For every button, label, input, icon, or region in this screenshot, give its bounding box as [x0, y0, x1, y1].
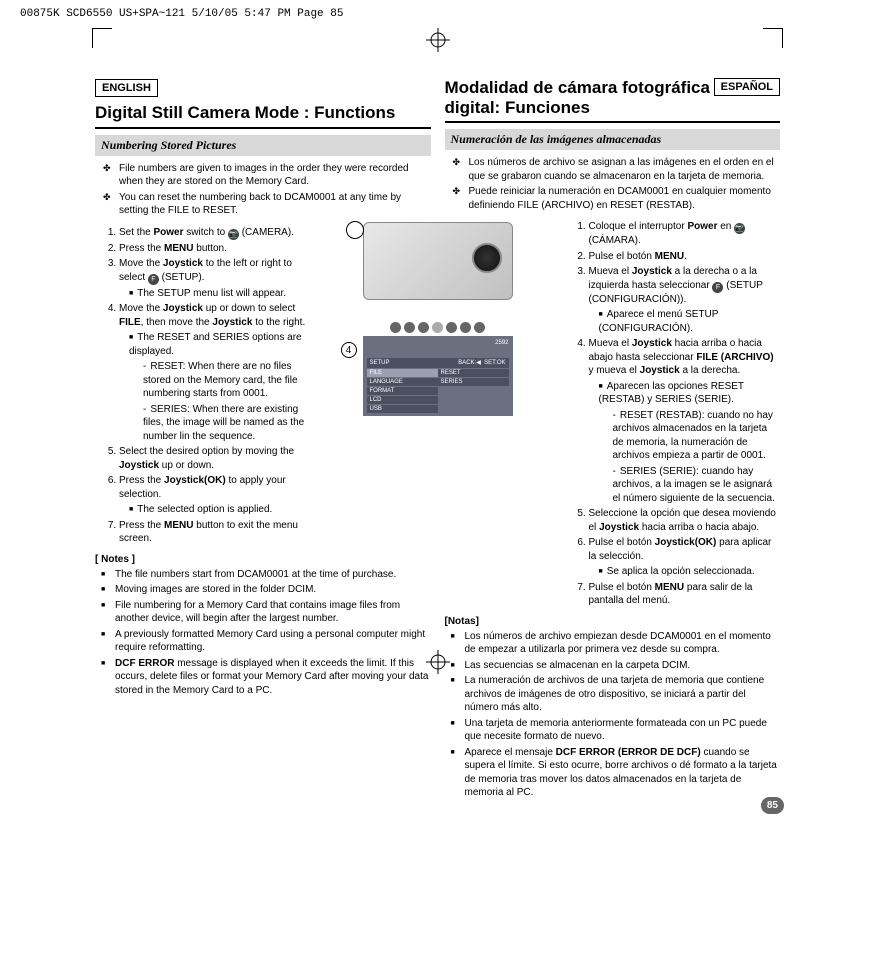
list-item: Mueva el Joystick a la derecha o a la iz… — [589, 265, 781, 335]
list-item: File numbering for a Memory Card that co… — [105, 599, 431, 626]
list-item: File numbers are given to images in the … — [109, 162, 431, 189]
lcd-title-bar: SETUP BACK:◀ SET:OK — [367, 358, 509, 368]
list-item: Una tarjeta de memoria anteriormente for… — [455, 717, 781, 744]
registration-mark — [426, 28, 450, 57]
language-tag-english: ENGLISH — [95, 79, 158, 97]
list-item: Coloque el interruptor Power en 📷 (CÁMAR… — [589, 220, 781, 248]
lcd-menu-right: RESETSERIES — [438, 369, 509, 414]
notes-head-es: [Notas] — [445, 616, 781, 627]
list-item: Pulse el botón MENU. — [589, 250, 781, 264]
lcd-menu: FILELANGUAGEFORMATLCDUSB RESETSERIES — [367, 369, 509, 414]
list-item: Mueva el Joystick hacia arriba o hacia a… — [589, 337, 781, 505]
list-item: Press the Joystick(OK) to apply your sel… — [119, 474, 311, 517]
lcd-mode-icons — [363, 318, 513, 336]
notes-en: The file numbers start from DCAM0001 at … — [95, 568, 431, 698]
column-spanish: ESPAÑOL Modalidad de cámara fotográfica … — [445, 78, 781, 802]
list-item: SERIES — [438, 378, 509, 386]
lcd-setup-label: SETUP — [370, 358, 390, 368]
list-item: Moving images are stored in the folder D… — [105, 583, 431, 597]
lcd-back-label: BACK:◀ — [458, 360, 481, 366]
list-item: A previously formatted Memory Card using… — [105, 628, 431, 655]
list-item: The file numbers start from DCAM0001 at … — [105, 568, 431, 582]
list-item: You can reset the numbering back to DCAM… — [109, 191, 431, 218]
crop-mark — [92, 28, 112, 48]
column-english: ENGLISH Digital Still Camera Mode : Func… — [95, 78, 431, 802]
list-item: Set the Power switch to 📷 (CAMERA). — [119, 226, 311, 240]
subhead-spanish: Numeración de las imágenes almacenadas — [445, 129, 781, 150]
list-item: LCD — [367, 396, 438, 404]
language-tag-spanish: ESPAÑOL — [714, 78, 780, 96]
lcd-resolution: 2592 — [367, 340, 509, 346]
list-item: Seleccione la opción que desea moviendo … — [589, 507, 781, 534]
list-item: Move the Joystick up or down to select F… — [119, 302, 311, 443]
lcd-screen: 2592 SETUP BACK:◀ SET:OK FILELANGUAGEFOR… — [363, 336, 513, 416]
notes-head-en: [ Notes ] — [95, 554, 431, 565]
print-header: 00875K SCD6550 US+SPA~121 5/10/05 5:47 P… — [20, 8, 343, 20]
list-item: LANGUAGE — [367, 378, 438, 386]
center-figures: 1 4 2592 SETUP BACK:◀ SET:OK FILELANGUAG… — [358, 222, 518, 416]
figure-label-4: 4 — [341, 342, 357, 358]
list-item: Move the Joystick to the left or right t… — [119, 257, 311, 300]
title-english: Digital Still Camera Mode : Functions — [95, 103, 431, 129]
list-item: La numeración de archivos de una tarjeta… — [455, 674, 781, 715]
lcd-screen-figure: 4 2592 SETUP BACK:◀ SET:OK FILELANGUAGEF… — [363, 318, 513, 416]
list-item: Los números de archivo se asignan a las … — [459, 156, 781, 183]
list-item: DCF ERROR message is displayed when it e… — [105, 657, 431, 698]
list-item: RESET — [438, 369, 509, 377]
list-item: Aparece el mensaje DCF ERROR (ERROR DE D… — [455, 746, 781, 800]
steps-es: Coloque el interruptor Power en 📷 (CÁMAR… — [565, 220, 781, 608]
list-item: Pulse el botón MENU para salir de la pan… — [589, 581, 781, 608]
camera-illustration: 1 — [363, 222, 513, 300]
list-item: USB — [367, 405, 438, 413]
list-item: Select the desired option by moving the … — [119, 445, 311, 472]
page-number: 85 — [761, 797, 784, 814]
list-item: Press the MENU button. — [119, 242, 311, 256]
subhead-english: Numbering Stored Pictures — [95, 135, 431, 156]
intro-list-es: Los números de archivo se asignan a las … — [445, 156, 781, 212]
lcd-menu-left: FILELANGUAGEFORMATLCDUSB — [367, 369, 438, 414]
notes-es: Los números de archivo empiezan desde DC… — [445, 630, 781, 800]
intro-list-en: File numbers are given to images in the … — [95, 162, 431, 218]
list-item: Los números de archivo empiezan desde DC… — [455, 630, 781, 657]
list-item: Puede reiniciar la numeración en DCAM000… — [459, 185, 781, 212]
figure-label-1: 1 — [350, 223, 356, 234]
list-item: Pulse el botón Joystick(OK) para aplicar… — [589, 536, 781, 579]
list-item: FORMAT — [367, 387, 438, 395]
lcd-set-label: SET:OK — [484, 360, 505, 366]
crop-mark — [763, 28, 783, 48]
list-item: FILE — [367, 369, 438, 377]
list-item: Las secuencias se almacenan en la carpet… — [455, 659, 781, 673]
camera-lens-icon — [472, 243, 502, 273]
list-item: Press the MENU button to exit the menu s… — [119, 519, 311, 546]
